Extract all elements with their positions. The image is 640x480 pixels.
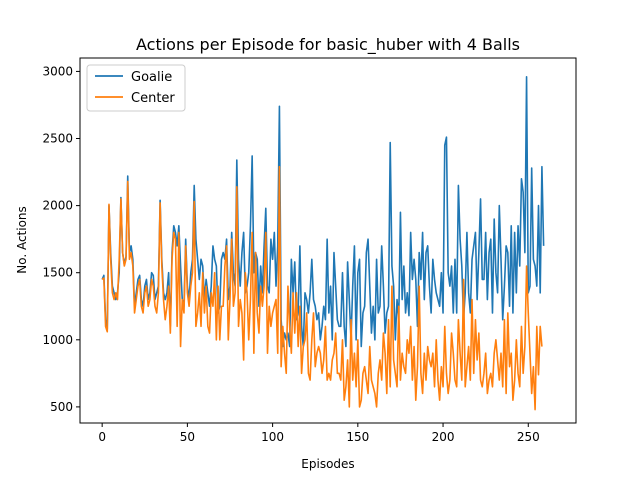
x-tick-label: 0: [98, 430, 106, 444]
legend-label-goalie: Goalie: [131, 70, 172, 85]
x-tick-label: 250: [517, 430, 540, 444]
x-axis-label: Episodes: [301, 457, 354, 471]
y-tick-label: 3000: [42, 64, 73, 78]
series-line-goalie: [101, 75, 545, 348]
legend-label-center: Center: [131, 91, 175, 106]
legend: Goalie Center: [86, 64, 186, 112]
y-axis-ticks: 500 1000 1500 2000 2500 3000: [42, 64, 80, 414]
x-axis-ticks: 0 50 100 150 200 250: [98, 423, 540, 444]
chart-title: Actions per Episode for basic_huber with…: [136, 35, 520, 55]
y-tick-label: 1000: [42, 333, 73, 347]
x-tick-label: 200: [432, 430, 455, 444]
plot-frame: [79, 57, 577, 424]
series-layer: [101, 75, 545, 411]
y-axis-label: No. Actions: [15, 206, 29, 274]
y-tick-label: 2000: [42, 199, 73, 213]
y-tick-label: 2500: [42, 132, 73, 146]
x-tick-label: 100: [261, 430, 284, 444]
y-tick-label: 1500: [42, 266, 73, 280]
series-line-center: [101, 165, 543, 411]
y-tick-label: 500: [50, 400, 73, 414]
x-tick-label: 50: [180, 430, 195, 444]
x-tick-label: 150: [346, 430, 369, 444]
